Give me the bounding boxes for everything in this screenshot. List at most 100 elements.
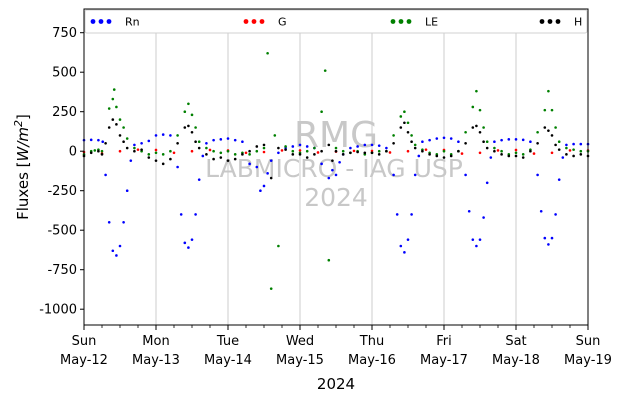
point-h-59 bbox=[442, 156, 446, 159]
legend-marker-h-0 bbox=[539, 19, 545, 24]
point-rn-55 bbox=[385, 146, 388, 150]
point-le-30 bbox=[248, 153, 251, 156]
grid-layer bbox=[155, 9, 517, 325]
point-le-85 bbox=[579, 149, 583, 153]
point-rn-86 bbox=[543, 236, 547, 240]
point-g-19 bbox=[424, 148, 428, 151]
point-rn-16 bbox=[161, 133, 165, 136]
x-tick-label-date-7: May-19 bbox=[564, 353, 612, 368]
point-le-72 bbox=[500, 149, 503, 153]
point-le-57 bbox=[410, 134, 413, 137]
point-h-74 bbox=[536, 142, 539, 145]
point-rn-56 bbox=[392, 173, 395, 177]
point-h-67 bbox=[485, 146, 489, 150]
point-h-17 bbox=[176, 142, 179, 145]
point-rn-84 bbox=[536, 173, 539, 177]
point-le-40 bbox=[305, 149, 309, 153]
point-h-72 bbox=[521, 156, 525, 159]
point-rn-63 bbox=[417, 154, 421, 158]
point-h-28 bbox=[241, 153, 244, 156]
point-h-32 bbox=[269, 176, 273, 180]
x-tick-label-date-4: May-16 bbox=[348, 353, 396, 368]
point-le-16 bbox=[161, 153, 165, 156]
point-h-43 bbox=[341, 153, 345, 156]
point-h-4 bbox=[104, 142, 107, 145]
point-h-24 bbox=[212, 157, 215, 161]
legend-marker-rn-0 bbox=[90, 19, 96, 24]
point-rn-78 bbox=[493, 140, 496, 144]
point-g-27 bbox=[568, 149, 572, 152]
point-le-84 bbox=[572, 148, 575, 151]
y-tick-label-3: 0 bbox=[69, 145, 77, 160]
point-le-43 bbox=[323, 69, 327, 72]
point-rn-21 bbox=[187, 246, 190, 249]
point-le-8 bbox=[115, 105, 118, 109]
point-h-25 bbox=[219, 156, 223, 159]
point-h-10 bbox=[125, 146, 129, 150]
point-rn-92 bbox=[565, 143, 568, 147]
point-le-65 bbox=[464, 130, 467, 134]
point-le-66 bbox=[471, 105, 475, 109]
point-le-27 bbox=[226, 149, 230, 153]
point-rn-25 bbox=[201, 154, 205, 158]
point-rn-27 bbox=[212, 138, 215, 142]
watermark-line-2: LABMICRO - IAG USP bbox=[205, 154, 463, 183]
legend-label-rn: Rn bbox=[125, 16, 140, 29]
y-tick-label-0: 750 bbox=[52, 26, 77, 41]
point-rn-28 bbox=[219, 138, 223, 141]
point-rn-71 bbox=[467, 209, 471, 213]
point-le-75 bbox=[521, 153, 525, 156]
point-h-80 bbox=[565, 153, 568, 156]
axes-layer: 750 500 250 0 -250 -500 -750 -1000 Sun May-12 Mon M… bbox=[39, 26, 612, 368]
point-rn-75 bbox=[482, 216, 485, 219]
point-le-45 bbox=[334, 146, 338, 150]
x-tick-label-date-6: May-18 bbox=[492, 353, 540, 368]
point-rn-81 bbox=[514, 138, 518, 141]
point-h-5 bbox=[107, 126, 111, 129]
point-g-11 bbox=[280, 149, 284, 152]
legend-marker-g-0 bbox=[243, 19, 249, 24]
point-rn-40 bbox=[291, 145, 295, 148]
point-rn-89 bbox=[554, 213, 557, 216]
point-le-35 bbox=[273, 134, 277, 137]
point-h-58 bbox=[435, 154, 439, 158]
point-le-77 bbox=[536, 130, 539, 134]
point-le-17 bbox=[169, 149, 172, 153]
watermark: RMG LABMICRO - IAG USP 2024 bbox=[205, 115, 463, 212]
point-h-60 bbox=[449, 154, 453, 158]
point-g-15 bbox=[352, 149, 356, 153]
point-le-26 bbox=[219, 151, 223, 155]
point-h-27 bbox=[233, 157, 237, 161]
point-rn-36 bbox=[266, 172, 269, 175]
point-rn-5 bbox=[107, 221, 111, 224]
point-le-38 bbox=[291, 149, 295, 153]
point-rn-44 bbox=[320, 162, 323, 166]
point-h-52 bbox=[403, 121, 406, 125]
point-rn-38 bbox=[277, 151, 280, 155]
point-h-49 bbox=[385, 149, 388, 153]
point-g-13 bbox=[316, 151, 320, 154]
point-h-57 bbox=[428, 153, 431, 156]
point-rn-37 bbox=[269, 159, 273, 162]
point-h-63 bbox=[471, 126, 475, 129]
point-rn-76 bbox=[485, 181, 489, 185]
point-rn-88 bbox=[550, 236, 554, 240]
point-rn-46 bbox=[331, 168, 334, 172]
point-h-61 bbox=[457, 149, 460, 153]
point-rn-61 bbox=[410, 213, 413, 216]
point-rn-73 bbox=[475, 244, 478, 248]
point-rn-59 bbox=[403, 251, 406, 254]
y-tick-label-7: -1000 bbox=[39, 303, 77, 318]
y-tick-label-4: -250 bbox=[47, 184, 77, 199]
point-le-10 bbox=[122, 126, 125, 129]
point-le-34 bbox=[269, 287, 273, 290]
point-rn-24 bbox=[197, 178, 201, 181]
x-tick-label-day-3: Wed bbox=[286, 334, 314, 349]
point-le-9 bbox=[118, 118, 122, 121]
point-le-14 bbox=[147, 153, 151, 156]
point-h-1 bbox=[89, 151, 93, 155]
point-h-35 bbox=[291, 153, 295, 156]
point-g-12 bbox=[298, 149, 302, 152]
point-h-2 bbox=[97, 149, 100, 153]
point-h-55 bbox=[413, 146, 417, 150]
